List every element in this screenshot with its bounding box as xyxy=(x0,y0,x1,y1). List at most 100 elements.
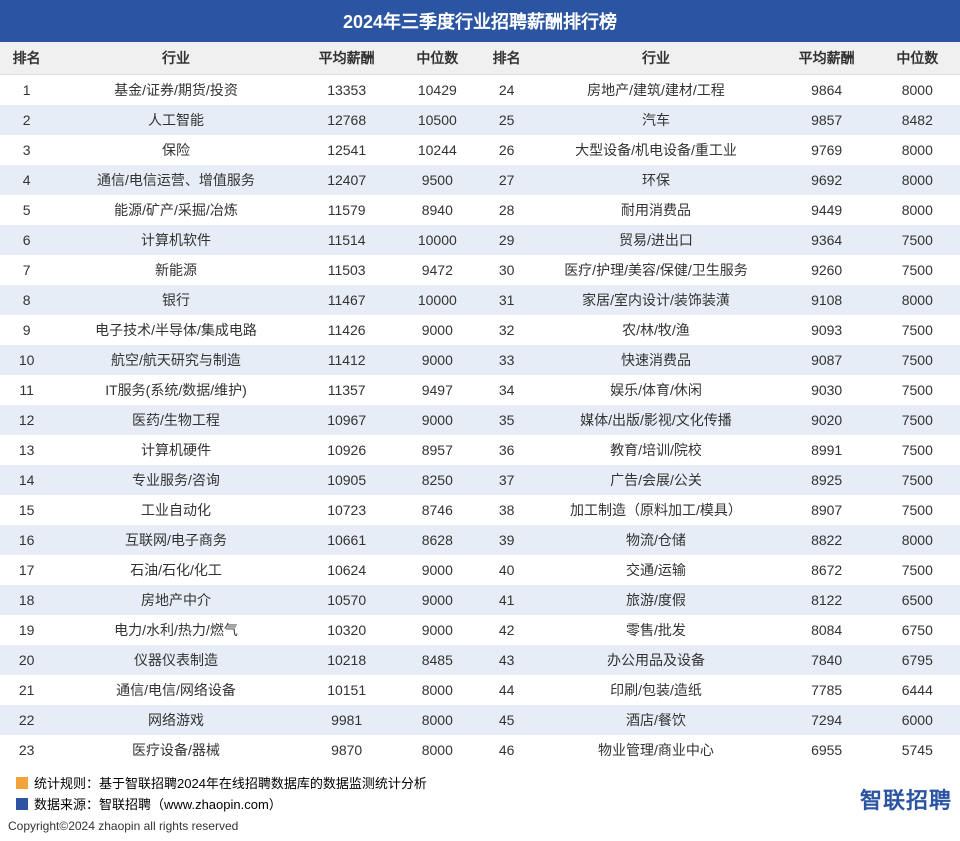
cell-rank: 17 xyxy=(0,555,53,585)
cell-rank: 46 xyxy=(480,735,533,765)
cell-rank: 14 xyxy=(0,465,53,495)
cell-median: 8000 xyxy=(395,705,480,735)
cell-industry: 能源/矿产/采掘/冶炼 xyxy=(53,195,298,225)
cell-industry: 加工制造（原料加工/模具） xyxy=(533,495,778,525)
table-row: 14专业服务/咨询10905825037广告/会展/公关89257500 xyxy=(0,465,960,495)
cell-avg: 9870 xyxy=(299,735,395,765)
cell-median: 8000 xyxy=(875,135,960,165)
copyright-text: Copyright©2024 zhaopin all rights reserv… xyxy=(0,819,960,841)
notes-block: 统计规则： 基于智联招聘2024年在线招聘数据库的数据监测统计分析 数据来源： … xyxy=(8,765,435,815)
cell-industry: 新能源 xyxy=(53,255,298,285)
table-row: 13计算机硬件10926895736教育/培训/院校89917500 xyxy=(0,435,960,465)
cell-avg: 9769 xyxy=(779,135,875,165)
table-row: 16互联网/电子商务10661862839物流/仓储88228000 xyxy=(0,525,960,555)
cell-avg: 12768 xyxy=(299,105,395,135)
cell-median: 9000 xyxy=(395,345,480,375)
bullet-orange-icon xyxy=(16,777,28,789)
cell-median: 10244 xyxy=(395,135,480,165)
cell-industry: 专业服务/咨询 xyxy=(53,465,298,495)
cell-industry: 零售/批发 xyxy=(533,615,778,645)
cell-avg: 12407 xyxy=(299,165,395,195)
cell-avg: 12541 xyxy=(299,135,395,165)
cell-industry: 物业管理/商业中心 xyxy=(533,735,778,765)
cell-median: 7500 xyxy=(875,375,960,405)
cell-rank: 19 xyxy=(0,615,53,645)
cell-rank: 28 xyxy=(480,195,533,225)
cell-rank: 16 xyxy=(0,525,53,555)
cell-median: 9000 xyxy=(395,585,480,615)
cell-rank: 33 xyxy=(480,345,533,375)
cell-industry: 印刷/包装/造纸 xyxy=(533,675,778,705)
cell-industry: 电子技术/半导体/集成电路 xyxy=(53,315,298,345)
col-industry: 行业 xyxy=(53,42,298,75)
cell-avg: 9364 xyxy=(779,225,875,255)
report-title: 2024年三季度行业招聘薪酬排行榜 xyxy=(0,0,960,42)
cell-avg: 11514 xyxy=(299,225,395,255)
cell-rank: 4 xyxy=(0,165,53,195)
cell-rank: 21 xyxy=(0,675,53,705)
cell-rank: 15 xyxy=(0,495,53,525)
cell-avg: 10723 xyxy=(299,495,395,525)
cell-avg: 11426 xyxy=(299,315,395,345)
note-source-text: 智联招聘（www.zhaopin.com） xyxy=(99,794,282,813)
cell-median: 8746 xyxy=(395,495,480,525)
table-row: 20仪器仪表制造10218848543办公用品及设备78406795 xyxy=(0,645,960,675)
cell-avg: 9030 xyxy=(779,375,875,405)
cell-avg: 9093 xyxy=(779,315,875,345)
cell-avg: 10570 xyxy=(299,585,395,615)
col-median: 中位数 xyxy=(875,42,960,75)
col-industry: 行业 xyxy=(533,42,778,75)
brand-logo: 智联招聘 xyxy=(860,783,952,815)
table-header-row: 排名 行业 平均薪酬 中位数 排名 行业 平均薪酬 中位数 xyxy=(0,42,960,75)
table-row: 21通信/电信/网络设备10151800044印刷/包装/造纸77856444 xyxy=(0,675,960,705)
table-row: 9电子技术/半导体/集成电路11426900032农/林/牧/渔90937500 xyxy=(0,315,960,345)
cell-industry: 工业自动化 xyxy=(53,495,298,525)
note-rule-label: 统计规则： xyxy=(34,773,99,792)
col-avg: 平均薪酬 xyxy=(779,42,875,75)
cell-rank: 43 xyxy=(480,645,533,675)
col-rank: 排名 xyxy=(480,42,533,75)
cell-rank: 12 xyxy=(0,405,53,435)
col-rank: 排名 xyxy=(0,42,53,75)
cell-industry: 酒店/餐饮 xyxy=(533,705,778,735)
cell-rank: 35 xyxy=(480,405,533,435)
cell-avg: 10320 xyxy=(299,615,395,645)
cell-median: 6750 xyxy=(875,615,960,645)
cell-median: 9497 xyxy=(395,375,480,405)
table-row: 2人工智能127681050025汽车98578482 xyxy=(0,105,960,135)
cell-rank: 11 xyxy=(0,375,53,405)
table-row: 7新能源11503947230医疗/护理/美容/保健/卫生服务92607500 xyxy=(0,255,960,285)
cell-median: 7500 xyxy=(875,435,960,465)
cell-industry: 基金/证券/期货/投资 xyxy=(53,75,298,106)
cell-rank: 32 xyxy=(480,315,533,345)
table-row: 11IT服务(系统/数据/维护)11357949734娱乐/体育/休闲90307… xyxy=(0,375,960,405)
cell-avg: 9087 xyxy=(779,345,875,375)
table-row: 10航空/航天研究与制造11412900033快速消费品90877500 xyxy=(0,345,960,375)
cell-median: 8000 xyxy=(875,285,960,315)
cell-avg: 11503 xyxy=(299,255,395,285)
cell-rank: 9 xyxy=(0,315,53,345)
cell-avg: 8822 xyxy=(779,525,875,555)
cell-rank: 25 xyxy=(480,105,533,135)
table-row: 22网络游戏9981800045酒店/餐饮72946000 xyxy=(0,705,960,735)
report-container: 2024年三季度行业招聘薪酬排行榜 排名 行业 平均薪酬 中位数 排名 行业 平… xyxy=(0,0,960,841)
cell-industry: 仪器仪表制造 xyxy=(53,645,298,675)
cell-rank: 30 xyxy=(480,255,533,285)
cell-avg: 9981 xyxy=(299,705,395,735)
cell-industry: 计算机硬件 xyxy=(53,435,298,465)
cell-industry: 航空/航天研究与制造 xyxy=(53,345,298,375)
cell-industry: 广告/会展/公关 xyxy=(533,465,778,495)
cell-rank: 44 xyxy=(480,675,533,705)
cell-median: 8000 xyxy=(875,195,960,225)
cell-industry: 旅游/度假 xyxy=(533,585,778,615)
cell-avg: 11579 xyxy=(299,195,395,225)
table-body: 1基金/证券/期货/投资133531042924房地产/建筑/建材/工程9864… xyxy=(0,75,960,766)
cell-median: 9500 xyxy=(395,165,480,195)
cell-industry: 医疗/护理/美容/保健/卫生服务 xyxy=(533,255,778,285)
cell-avg: 9020 xyxy=(779,405,875,435)
cell-rank: 6 xyxy=(0,225,53,255)
cell-industry: 教育/培训/院校 xyxy=(533,435,778,465)
salary-table: 排名 行业 平均薪酬 中位数 排名 行业 平均薪酬 中位数 1基金/证券/期货/… xyxy=(0,42,960,765)
cell-rank: 20 xyxy=(0,645,53,675)
table-row: 23医疗设备/器械9870800046物业管理/商业中心69555745 xyxy=(0,735,960,765)
